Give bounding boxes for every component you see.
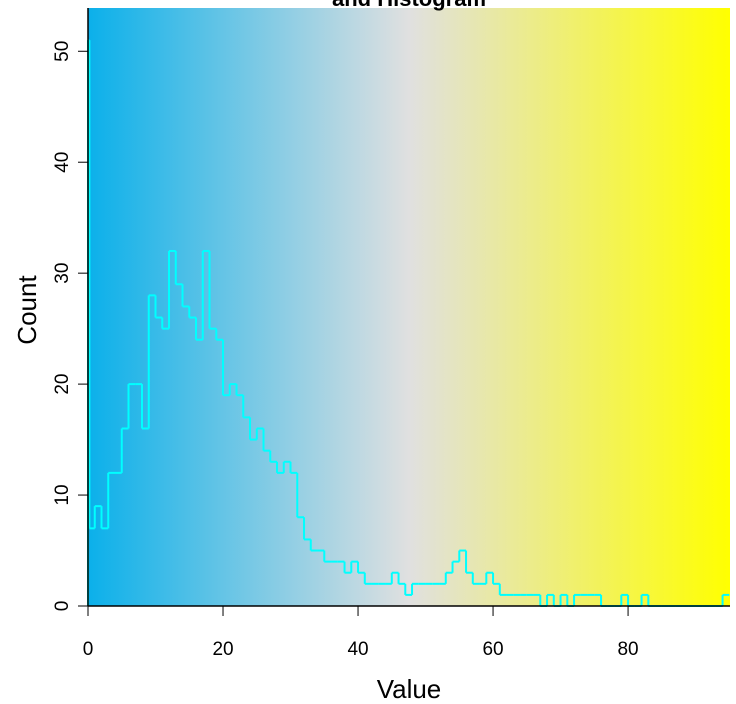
x-tick-label: 80	[617, 639, 638, 660]
x-tick-label: 0	[83, 639, 94, 660]
plot-background	[88, 8, 730, 606]
y-axis-label: Count	[12, 275, 42, 345]
y-tick-label: 40	[52, 152, 73, 173]
x-tick-label: 60	[482, 639, 503, 660]
y-tick-label: 20	[52, 374, 73, 395]
x-tick-label: 20	[212, 639, 233, 660]
x-tick-label: 40	[347, 639, 368, 660]
y-tick-label: 50	[52, 41, 73, 62]
x-axis-label: Value	[377, 674, 442, 704]
chart-title: and Histogram	[332, 0, 486, 11]
y-tick-label: 30	[52, 263, 73, 284]
y-tick-label: 0	[52, 601, 73, 612]
y-tick-label: 10	[52, 484, 73, 505]
